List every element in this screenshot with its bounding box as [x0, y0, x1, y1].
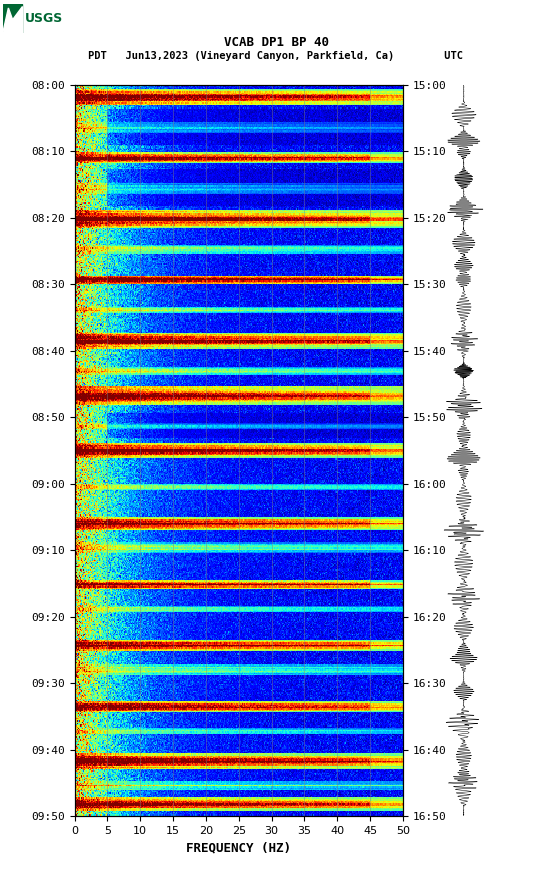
Bar — [3, 4, 23, 33]
Text: USGS: USGS — [25, 12, 63, 25]
Text: PDT   Jun13,2023 (Vineyard Canyon, Parkfield, Ca)        UTC: PDT Jun13,2023 (Vineyard Canyon, Parkfie… — [88, 51, 464, 61]
Text: VCAB DP1 BP 40: VCAB DP1 BP 40 — [224, 36, 328, 49]
X-axis label: FREQUENCY (HZ): FREQUENCY (HZ) — [186, 841, 291, 855]
Polygon shape — [3, 6, 23, 33]
